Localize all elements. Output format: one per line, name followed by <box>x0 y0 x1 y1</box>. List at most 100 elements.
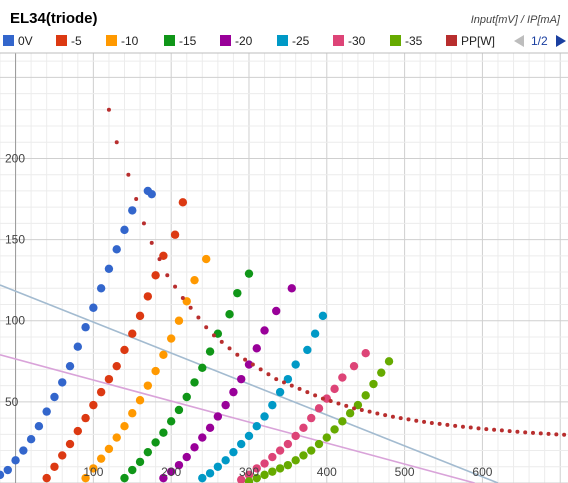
data-point <box>554 432 559 437</box>
data-point <box>227 346 232 351</box>
data-point <box>120 473 129 483</box>
legend-label: -20 <box>235 34 253 48</box>
data-point <box>65 361 75 371</box>
data-point <box>166 467 176 476</box>
chart-title: EL34(triode) <box>10 10 98 27</box>
data-point <box>128 465 137 475</box>
data-point <box>128 206 137 215</box>
data-point <box>367 409 372 414</box>
data-point <box>81 473 90 483</box>
x-tick-label: 300 <box>239 465 259 479</box>
data-point <box>205 469 215 478</box>
data-point <box>244 431 254 441</box>
data-point <box>106 107 111 112</box>
data-point <box>42 407 51 416</box>
data-point <box>204 325 209 330</box>
data-point <box>104 264 114 274</box>
data-point <box>229 387 238 397</box>
data-point <box>250 362 255 367</box>
x-tick-label: 500 <box>395 465 415 479</box>
previous-page-icon[interactable] <box>514 35 524 47</box>
data-point <box>19 446 28 455</box>
data-point <box>104 444 114 454</box>
data-point <box>89 400 98 410</box>
data-point <box>11 456 20 465</box>
y-tick-label: 150 <box>5 233 25 247</box>
data-point <box>190 443 199 452</box>
data-point <box>260 326 269 335</box>
data-point <box>546 431 551 436</box>
data-point <box>237 439 246 449</box>
data-point <box>352 406 357 411</box>
legend-item: PP[W] <box>446 34 495 48</box>
data-point <box>229 447 238 457</box>
data-point <box>89 464 98 473</box>
data-point <box>328 399 333 404</box>
data-point <box>34 422 44 431</box>
data-point <box>314 439 324 449</box>
data-point <box>188 305 193 310</box>
data-point <box>50 462 59 471</box>
legend-label: -5 <box>71 34 82 48</box>
data-point <box>320 396 325 401</box>
data-point <box>213 462 223 471</box>
data-point <box>205 347 215 356</box>
data-point <box>562 432 567 437</box>
data-point <box>384 357 394 366</box>
data-point <box>313 393 318 398</box>
load-line <box>0 354 475 483</box>
data-point <box>237 374 246 384</box>
data-point <box>104 374 114 384</box>
data-point <box>252 422 261 431</box>
data-point <box>182 297 191 306</box>
legend: 0V -5 -10 -15 -20 -25 -30 -35 PP[W] <box>3 34 495 48</box>
data-point <box>530 430 535 435</box>
data-point <box>383 413 388 418</box>
grid <box>0 53 568 483</box>
pager: 1/2 <box>514 34 566 48</box>
legend-item: -20 <box>220 34 253 48</box>
data-point <box>159 350 168 360</box>
data-point <box>297 386 302 391</box>
data-point <box>338 373 347 382</box>
data-point <box>205 423 215 433</box>
data-point <box>120 225 129 235</box>
legend-swatch <box>3 35 14 46</box>
data-point <box>143 292 153 301</box>
legend-label: -30 <box>348 34 366 48</box>
data-point <box>73 342 83 351</box>
data-point <box>268 400 277 410</box>
data-point <box>190 378 199 387</box>
data-point <box>275 446 285 455</box>
page-indicator: 1/2 <box>531 34 548 48</box>
data-point <box>196 315 201 320</box>
data-point <box>112 361 121 371</box>
data-point <box>174 405 184 415</box>
data-point <box>151 271 160 280</box>
data-point <box>429 420 434 425</box>
data-point <box>375 411 380 416</box>
data-point <box>275 387 285 397</box>
data-point <box>112 433 121 442</box>
legend-item: -35 <box>390 34 423 48</box>
data-point <box>120 422 129 431</box>
data-point <box>369 379 378 389</box>
data-point <box>42 473 51 483</box>
data-point <box>135 311 145 321</box>
data-point <box>151 438 160 447</box>
data-point <box>310 329 320 338</box>
legend-label: -15 <box>179 34 197 48</box>
legend-swatch <box>333 35 344 46</box>
data-point <box>73 426 83 436</box>
data-point <box>283 439 293 449</box>
data-point <box>134 197 139 202</box>
data-point <box>96 387 106 397</box>
data-point <box>243 357 248 362</box>
data-point <box>159 428 168 437</box>
next-page-icon[interactable] <box>556 35 566 47</box>
data-point <box>361 391 370 400</box>
legend-item: -15 <box>164 34 197 48</box>
data-point <box>353 400 363 410</box>
data-point <box>3 465 12 475</box>
data-point <box>260 459 269 468</box>
